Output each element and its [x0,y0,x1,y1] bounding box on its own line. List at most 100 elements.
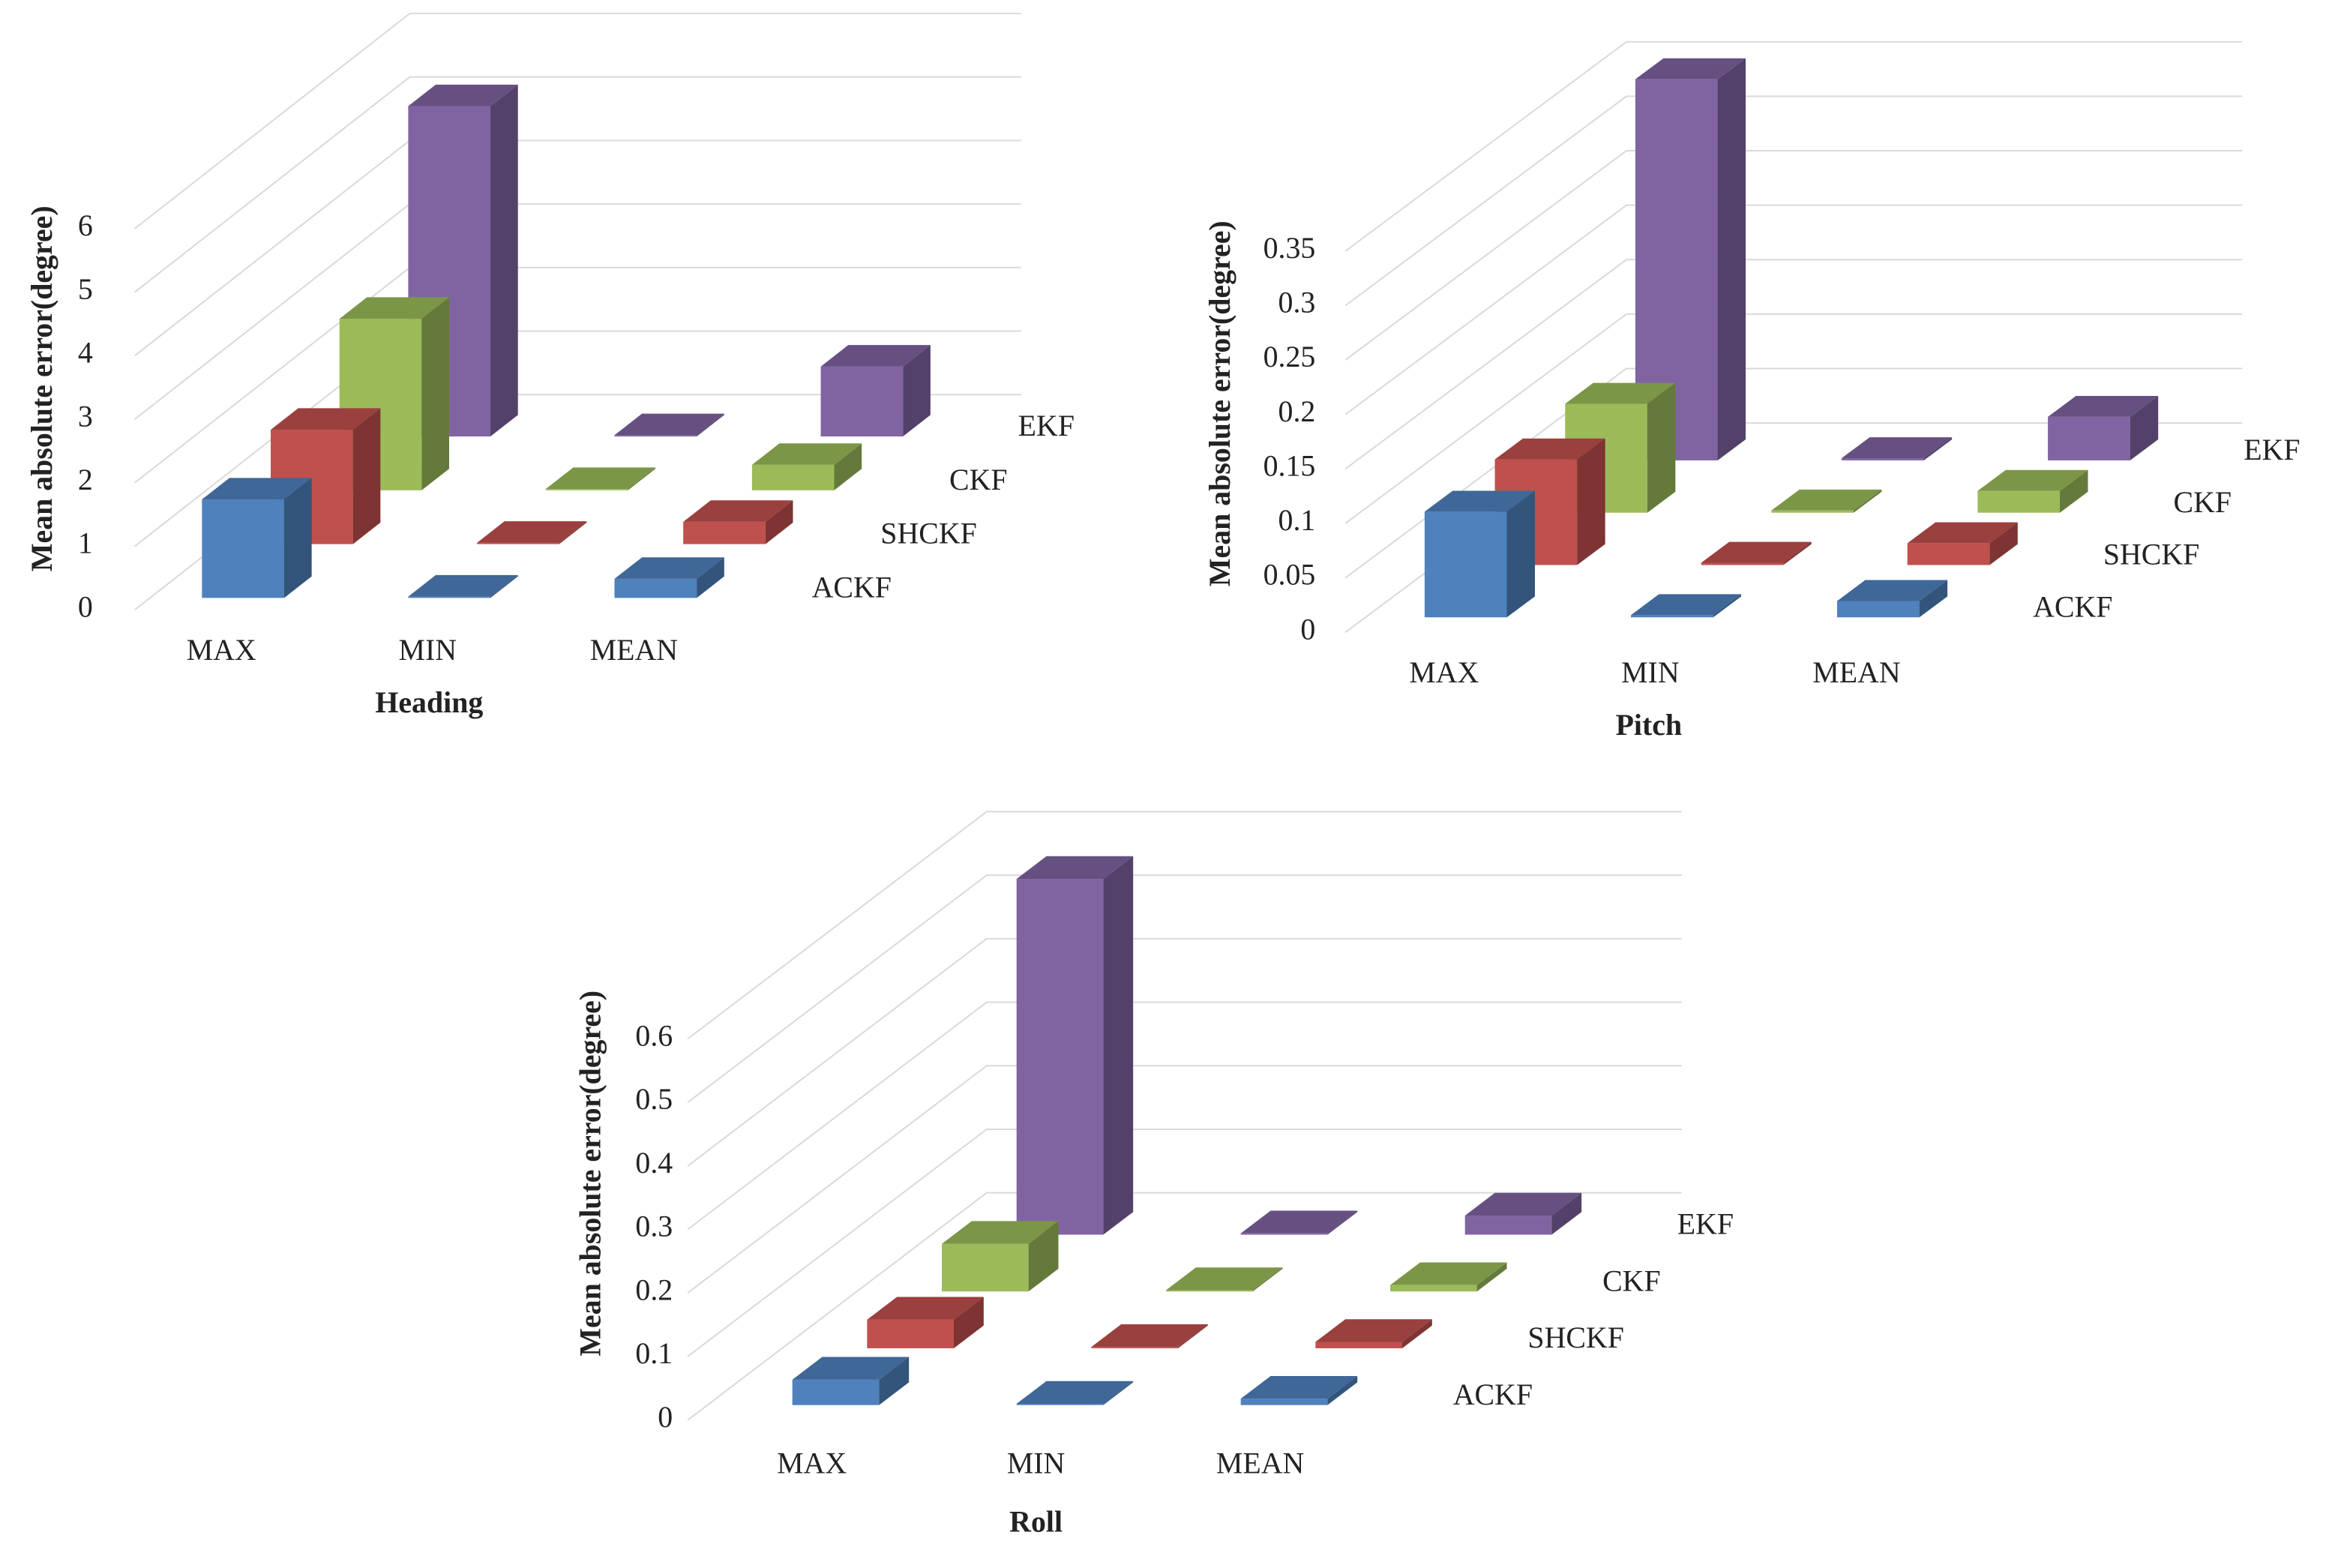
chart: 0 1 2 3 4 5 6 Mean absolute error(degree) Headin… [25,12,1075,719]
bar [1907,522,2018,565]
bar-front [820,366,904,437]
grid-line [1344,259,2243,470]
bar-top [1837,580,1948,601]
bar-side [1923,437,1953,460]
bar [942,1221,1059,1292]
grid-line [687,1192,1682,1421]
bar-front [2048,416,2130,460]
bar [792,1357,910,1405]
bar-top [2048,395,2159,417]
y-tick-label: 0.3 [1278,286,1316,319]
bar-side [1551,1192,1582,1235]
legend-label: SHCKF [1527,1321,1624,1354]
bar-top [408,574,518,597]
bar [1240,1210,1358,1235]
y-tick-label: 0 [78,589,93,623]
chart-title: Roll [1009,1504,1063,1538]
bar-front [751,464,835,490]
chart-title: Pitch [1616,708,1683,742]
bar-front [683,521,766,544]
bar-side [490,84,518,437]
legend-label: CKF [1602,1264,1661,1297]
bar-side [1476,1262,1507,1292]
legend-label: EKF [1018,409,1075,442]
chart: 0 0.05 0.1 0.15 0.2 0.25 0.3 0.35 Mean absolute … [1203,40,2301,742]
bar [545,467,656,490]
y-tick-label: 0.3 [635,1210,673,1243]
grid-line [134,139,1021,357]
bar-front [1091,1347,1178,1348]
bar [1166,1267,1283,1292]
legend-label: SHCKF [880,517,977,550]
bar-top [614,557,724,579]
bar-front [792,1379,880,1405]
grid-line [1344,40,2243,252]
legend-label: SHCKF [2103,538,2200,571]
bar [1630,594,1742,618]
bar-side [1783,541,1812,565]
x-tick-label: MEAN [590,633,678,667]
bar [1390,1262,1507,1292]
y-tick-label: 4 [78,336,93,370]
y-tick-label: 0.35 [1263,231,1316,265]
bar-side [1401,1319,1432,1348]
bar-top [1464,1192,1582,1216]
bar-front [1315,1342,1402,1348]
bar-side [834,443,862,490]
legend-label: CKF [2174,485,2232,519]
y-tick-label: 1 [78,526,93,560]
y-tick-label: 0.4 [635,1146,673,1180]
bar-top [1565,382,1676,404]
bar-front [408,596,491,598]
y-tick-label: 0 [658,1400,673,1434]
bar-side [879,1357,910,1405]
y-tick-label: 0.2 [635,1273,673,1306]
bar-front [942,1243,1029,1292]
bar-side [903,345,931,437]
bar-side [1577,438,1605,565]
bar-front [1630,615,1713,618]
bar [477,521,587,544]
y-tick-label: 0.05 [1263,558,1316,592]
legend-label: ACKF [812,571,892,604]
y-tick-label: 0.5 [635,1082,673,1116]
x-tick-label: MEAN [1812,655,1900,689]
bar-front [1240,1399,1328,1405]
x-tick-label: MIN [1007,1447,1066,1480]
bar-front [614,578,697,598]
bar [202,478,312,598]
bar-side [2060,469,2088,513]
bar-front [1166,1290,1253,1292]
bar-top [1091,1324,1208,1348]
chart: 0 0.1 0.2 0.3 0.4 0.5 0.6 Mean absolute error(d… [574,811,1734,1538]
legend-label: CKF [949,463,1008,496]
bar-top [1635,58,1746,79]
bar-side [1919,580,1948,618]
bar [1240,1375,1358,1405]
bar-side [765,500,793,544]
x-tick-label: MAX [187,633,256,667]
bar-front [1390,1285,1477,1292]
y-tick-label: 6 [78,208,93,242]
bar [1464,1192,1582,1235]
bar-side [1717,58,1746,460]
y-tick-label: 0.25 [1263,340,1316,373]
bar-side [283,478,312,598]
y-axis-label: Mean absolute error(degree) [25,205,58,571]
bar-side [697,557,724,598]
x-tick-label: MEAN [1216,1447,1304,1480]
bar-top [614,413,724,436]
bar-top [1424,490,1535,512]
bar-front [1016,879,1104,1235]
bar-side [1506,490,1535,618]
bar-top [1907,522,2018,544]
bar-front [614,435,697,437]
bar-top [1771,489,1882,511]
grid-line [1344,150,2243,361]
x-tick-label: MAX [777,1447,847,1480]
bar-top [867,1297,984,1320]
grid-line [1344,95,2243,307]
bar-side [1103,856,1134,1235]
bar-front [1842,458,1924,460]
